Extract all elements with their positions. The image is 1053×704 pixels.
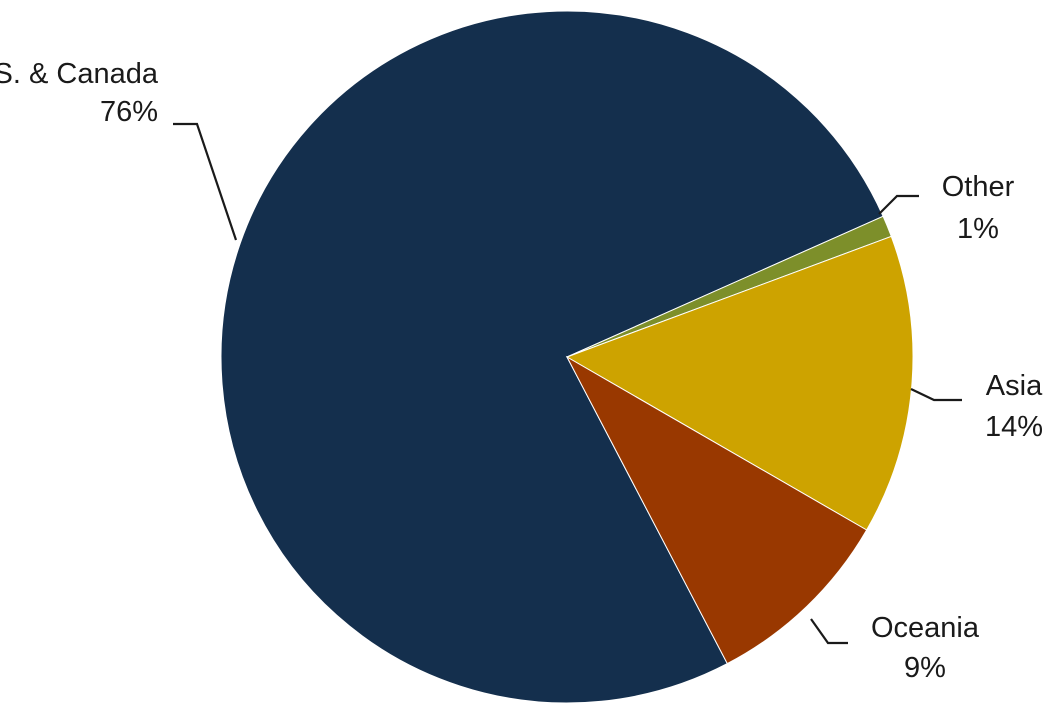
slice-labels: U.S. & Canada 76% Other 1% Asia 14% Oceania 9% (0, 58, 1043, 684)
leader-line-oceania (810, 618, 848, 645)
pie-slice-asia (565, 235, 914, 531)
leader-lines (173, 122, 962, 645)
slice-label-oceania: Oceania (871, 612, 980, 644)
slice-label-asia: Asia (986, 370, 1043, 402)
leader-line-u-s-and-canada (173, 122, 238, 241)
leader-line-other (878, 194, 919, 215)
pie-slices (220, 10, 914, 704)
slice-value-other: 1% (957, 213, 999, 245)
slice-value-u-s-and-canada: 76% (100, 96, 158, 128)
slice-label-u-s-and-canada: U.S. & Canada (0, 58, 159, 90)
slice-value-asia: 14% (985, 411, 1043, 443)
slice-label-other: Other (942, 171, 1015, 203)
pie-slice-u-s-and-canada (220, 10, 884, 704)
leader-line-asia (910, 388, 962, 402)
slice-value-oceania: 9% (904, 652, 946, 684)
pie-slice-oceania (565, 355, 868, 665)
